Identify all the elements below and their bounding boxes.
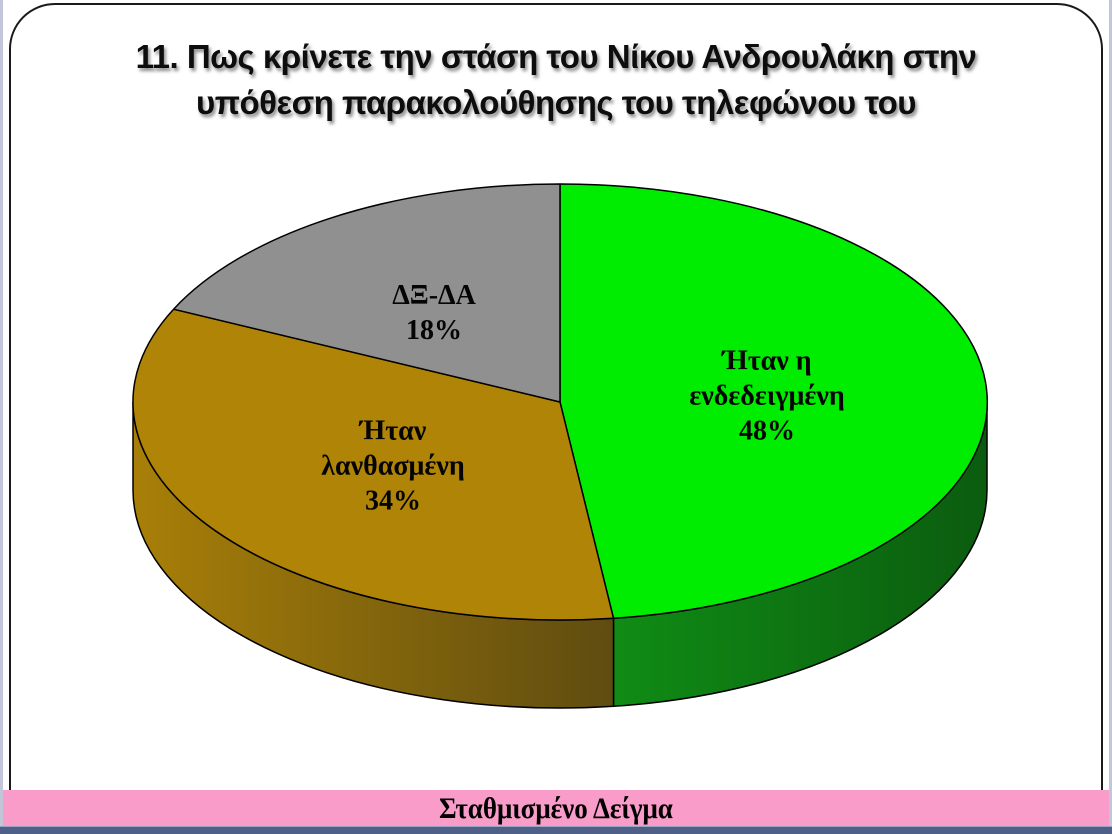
pie-label-green: Ήταν η ενδεδειγμένη 48% [689,344,845,449]
slide-title: 11. Πως κρίνετε την στάση του Νίκου Ανδρ… [0,34,1112,126]
slide-title-line-1: 11. Πως κρίνετε την στάση του Νίκου Ανδρ… [135,38,977,75]
pie-label-line: ΔΞ-ΔΑ [392,280,476,311]
window-edge-left [0,0,3,834]
pie-label-gold: Ήταν λανθασμένη 34% [321,414,465,519]
slide-frame [9,3,1103,834]
slide-title-line-2: υπόθεση παρακολούθησης του τηλεφώνου του [196,84,917,121]
window-edge-right [1109,0,1112,834]
pie-label-line: Ήταν η [722,345,812,377]
pie-label-line: ενδεδειγμένη [689,380,845,412]
pie-slice-1 [132,308,615,621]
pie-label-value: 34% [364,485,421,517]
pie-slice-2 [172,183,561,403]
pie-label-line: Ήταν [359,415,427,447]
pie-slice-0 [559,183,989,620]
pie-label-line: λανθασμένη [321,450,465,482]
pie-label-value: 48% [739,415,795,447]
footer-bar: Σταθμισμένο Δείγμα [2,790,1110,827]
footer-label: Σταθμισμένο Δείγμα [439,791,673,825]
pie-label-value: 18% [406,315,462,346]
pie-label-gray: ΔΞ-ΔΑ 18% [392,278,476,348]
window-edge-bottom [0,826,1112,834]
